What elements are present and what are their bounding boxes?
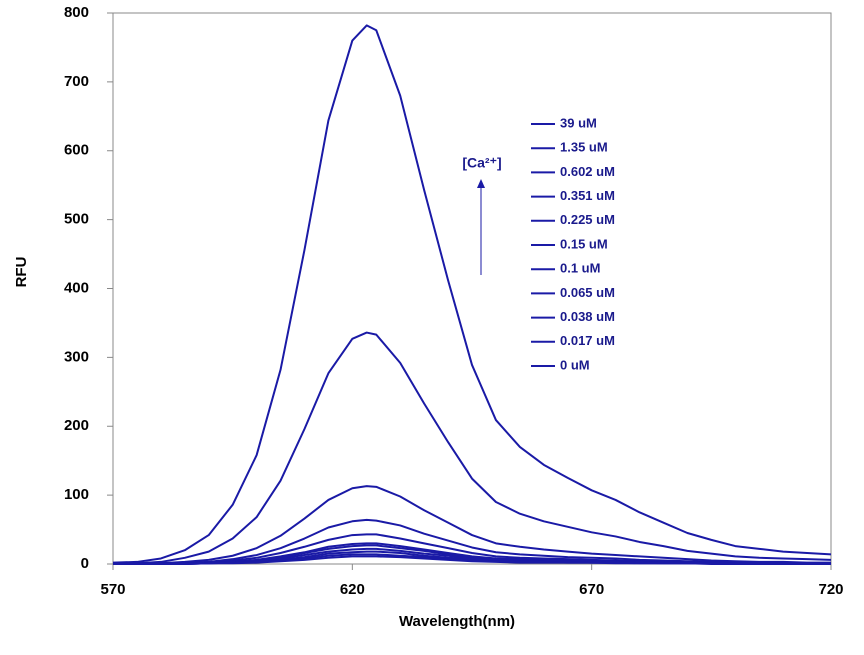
y-axis-label: RFU — [13, 257, 30, 288]
series-line — [113, 331, 832, 565]
legend-label: 0.602 uM — [560, 164, 615, 179]
legend-label: 1.35 uM — [560, 140, 608, 155]
legend-label: 0.065 uM — [560, 285, 615, 300]
y-tick-label: 300 — [64, 348, 89, 365]
x-axis-label: Wavelength(nm) — [399, 613, 515, 630]
legend-label: 0.017 uM — [560, 333, 615, 348]
series-line — [113, 485, 831, 565]
y-tick-label: 800 — [64, 4, 89, 21]
series-line — [113, 555, 831, 565]
x-tick-label: 570 — [100, 581, 125, 598]
annotation-arrowhead — [477, 179, 485, 188]
annotation: [Ca²⁺] — [462, 155, 501, 171]
y-tick-label: 200 — [64, 417, 89, 434]
y-tick-label: 0 — [81, 555, 89, 572]
x-tick-label: 720 — [818, 581, 843, 598]
x-tick-label: 620 — [340, 581, 365, 598]
legend-label: 0.351 uM — [560, 188, 615, 203]
series-line — [112, 24, 832, 564]
legend-label: 0.038 uM — [560, 309, 615, 324]
x-tick-label: 670 — [579, 581, 604, 598]
y-tick-label: 500 — [64, 211, 89, 228]
legend-label: 0.15 uM — [560, 236, 608, 251]
legend-label: 0.1 uM — [560, 261, 600, 276]
plot-frame — [112, 12, 832, 565]
y-tick-label: 600 — [64, 142, 89, 159]
legend-label: 0.225 uM — [560, 212, 615, 227]
y-tick-label: 100 — [64, 486, 89, 503]
y-tick-label: 700 — [64, 73, 89, 90]
legend-label: 0 uM — [560, 357, 590, 372]
legend-label: 39 uM — [560, 115, 597, 130]
y-tick-label: 400 — [64, 279, 89, 296]
